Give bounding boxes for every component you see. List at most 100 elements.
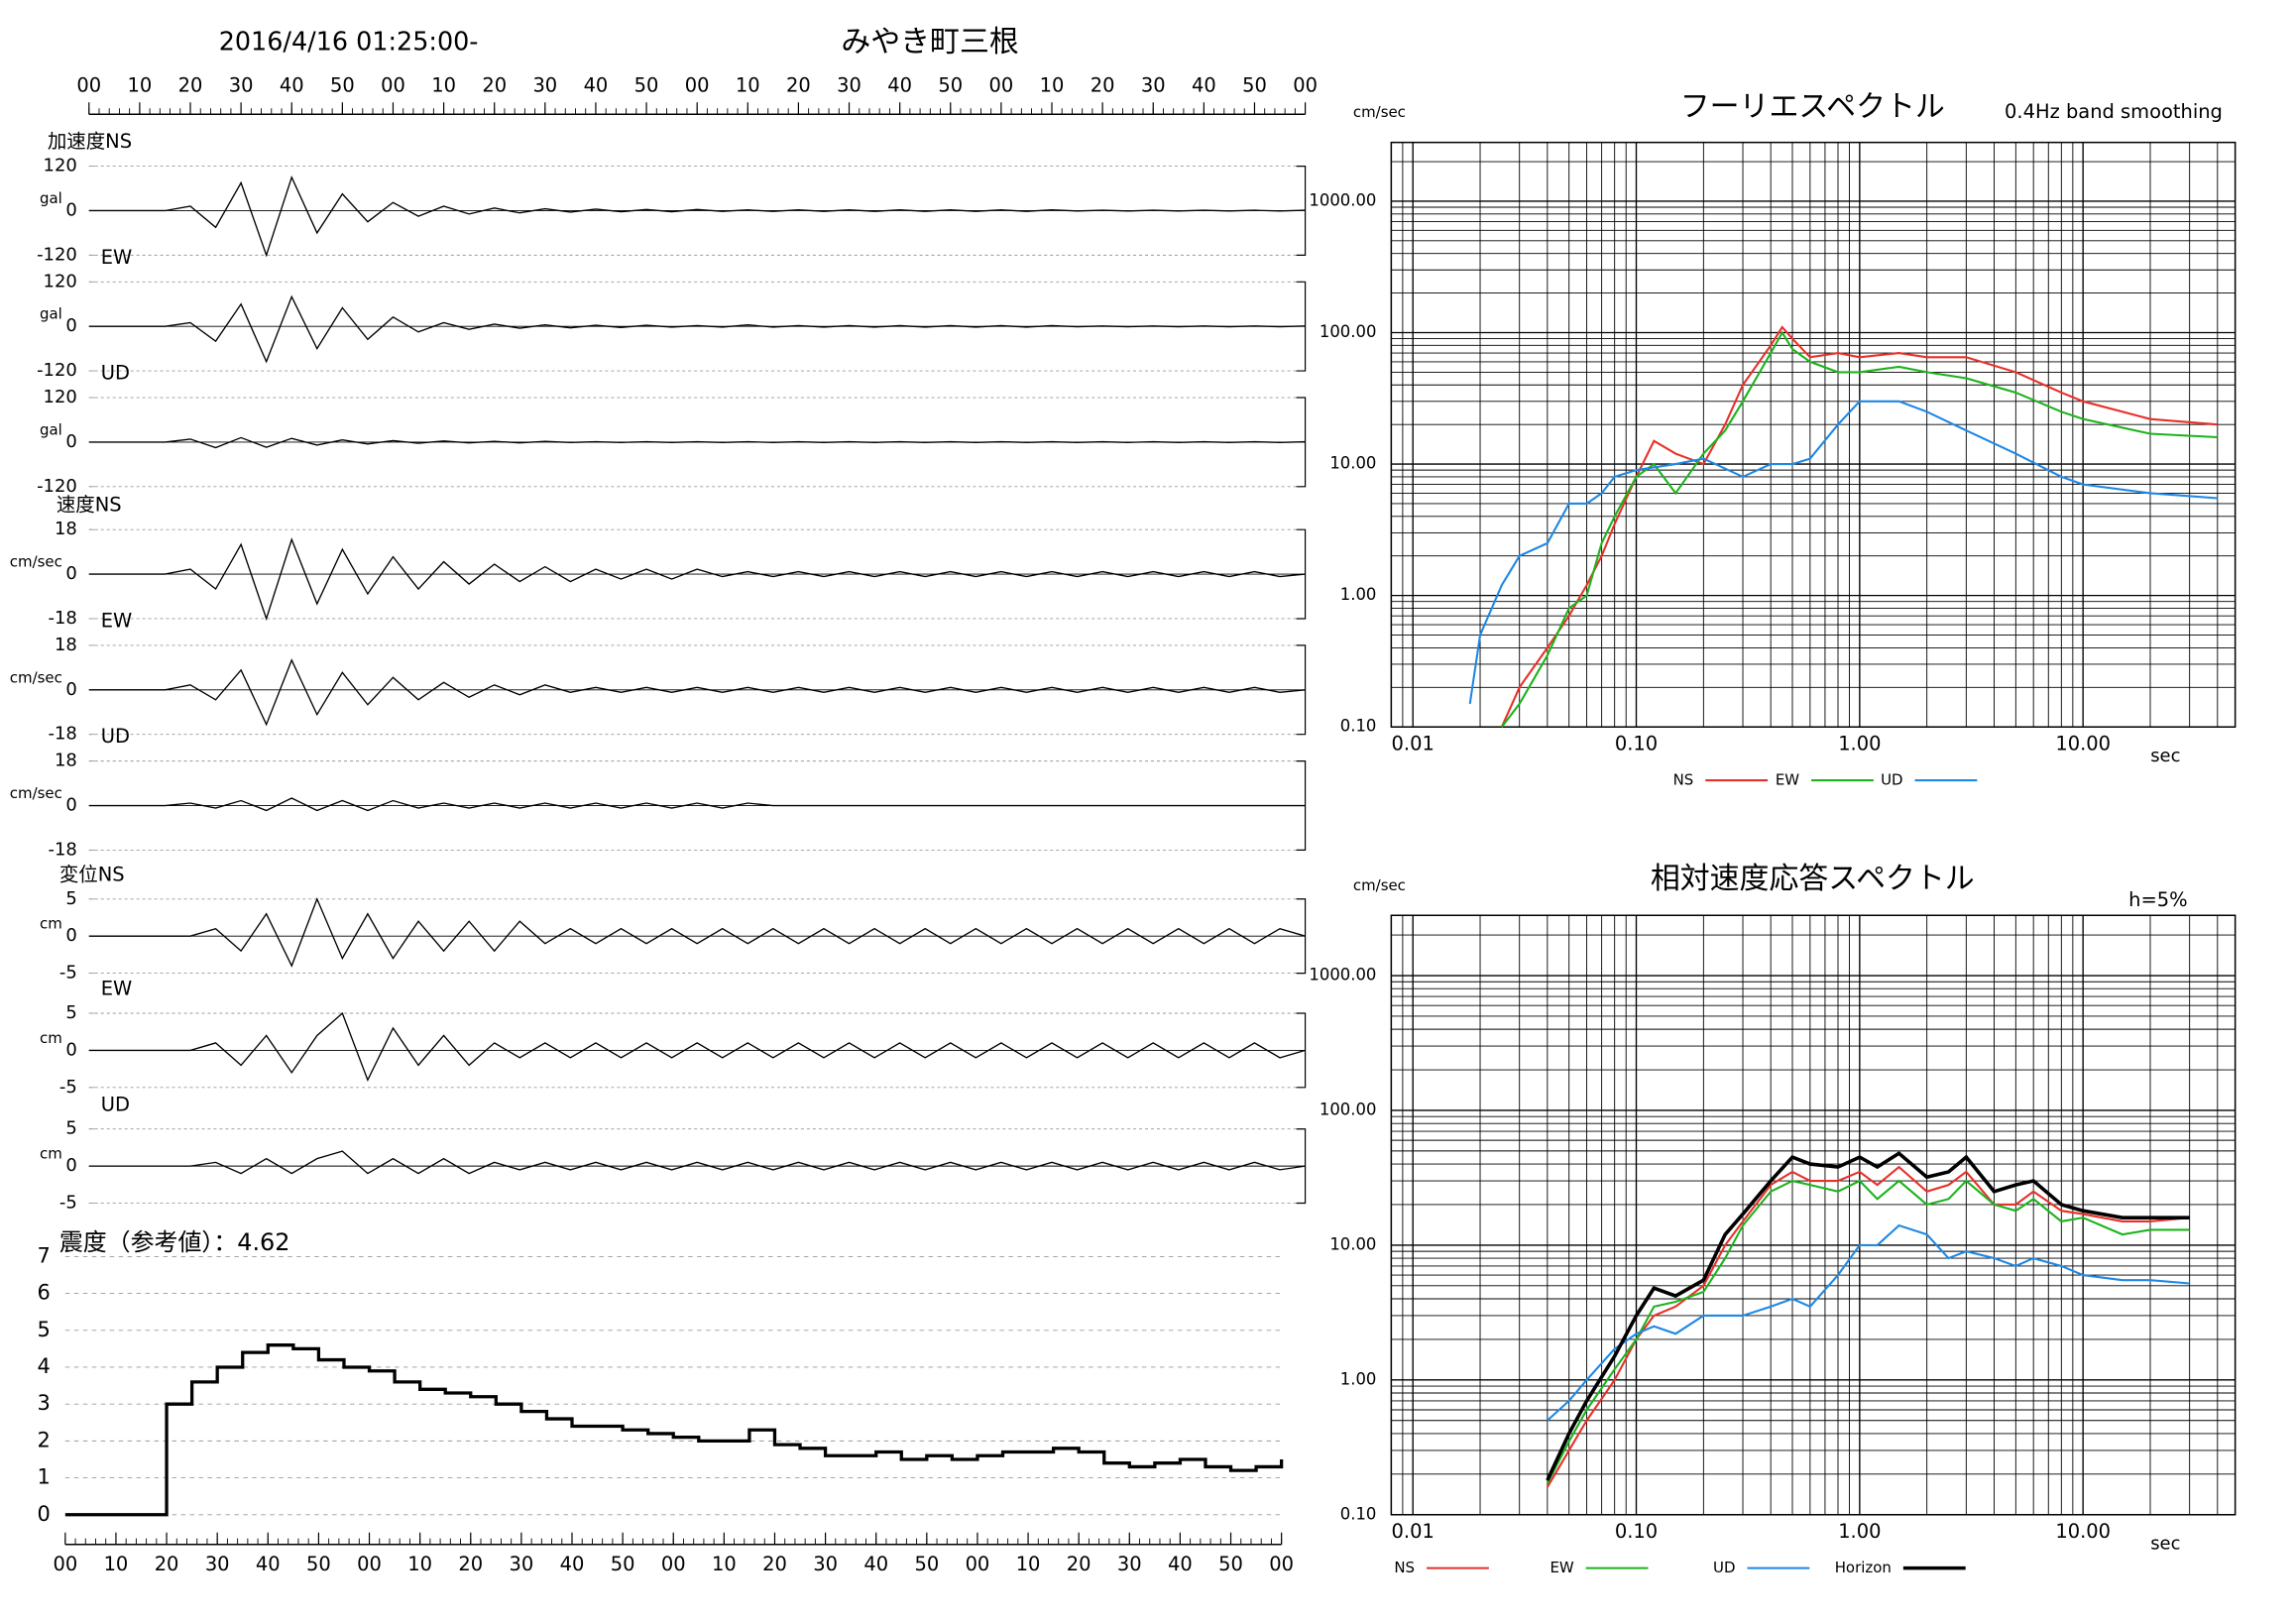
x-tick-label: 1.00 (1838, 733, 1881, 755)
y-tick-label: 120 (44, 271, 77, 291)
y-tick-label: 0 (65, 199, 76, 220)
y-tick-label: 0 (65, 563, 76, 584)
x-tick-label: 30 (205, 1553, 230, 1575)
x-tick-label: 30 (1117, 1553, 1142, 1575)
x-tick-label: 40 (887, 73, 912, 96)
y-tick-label: 100.00 (1320, 1100, 1377, 1118)
x-tick-label: 00 (53, 1553, 77, 1575)
waveform (88, 1011, 1306, 1083)
y-tick-label: 120 (44, 156, 77, 176)
x-tick-label: 40 (584, 73, 609, 96)
legend-label: UD (1881, 771, 1902, 789)
y-tick-label: 7 (38, 1243, 51, 1267)
x-tick-label: 1.00 (1838, 1520, 1881, 1543)
legend-label: EW (1550, 1559, 1573, 1576)
waveform (88, 1150, 1306, 1175)
panel-label: UD (101, 725, 130, 748)
x-tick-label: 20 (1091, 73, 1115, 96)
legend-label: UD (1713, 1559, 1735, 1576)
x-tick-label: 40 (280, 73, 304, 96)
legend-label: NS (1673, 771, 1694, 789)
x-tick-label: 50 (611, 1553, 635, 1575)
y-tick-label: -18 (48, 608, 76, 629)
y-tick-label: 1000.00 (1309, 966, 1376, 985)
y-tick-label: -120 (37, 360, 77, 381)
x-tick-label: 00 (1293, 73, 1318, 96)
panel-label: UD (101, 362, 130, 385)
y-tick-label: 1.00 (1340, 585, 1377, 604)
x-tick-label: 30 (510, 1553, 534, 1575)
x-tick-label: 50 (306, 1553, 331, 1575)
y-tick-label: 1.00 (1340, 1369, 1377, 1388)
x-tick-label: 10 (431, 73, 456, 96)
x-tick-label: 50 (330, 73, 355, 96)
chart-subtitle: 0.4Hz band smoothing (2005, 100, 2223, 123)
waveform (88, 436, 1306, 449)
y-tick-label: 1 (38, 1465, 51, 1489)
y-tick-label: -5 (59, 1193, 77, 1214)
y-tick-label: -18 (48, 724, 76, 745)
y-tick-label: -120 (37, 244, 77, 265)
unit-label: cm (40, 1145, 62, 1163)
y-tick-label: -5 (59, 1077, 77, 1098)
panel-label: UD (101, 1093, 130, 1115)
x-tick-label: 50 (914, 1553, 939, 1575)
x-tick-label: 10.00 (2055, 733, 2111, 755)
x-tick-label: 20 (1067, 1553, 1091, 1575)
spectrum-line (1546, 1151, 2190, 1481)
station-name: みやき町三根 (841, 25, 1018, 59)
x-unit: sec (2150, 746, 2180, 766)
intensity-title: 震度（参考値）：4.62 (59, 1228, 290, 1256)
y-tick-label: 2 (38, 1428, 51, 1451)
x-tick-label: 50 (634, 73, 659, 96)
x-tick-label: 00 (1269, 1553, 1294, 1575)
y-tick-label: 1000.00 (1309, 190, 1376, 209)
y-tick-label: 0 (65, 431, 76, 452)
x-tick-label: 00 (966, 1553, 990, 1575)
x-tick-label: 50 (1242, 73, 1267, 96)
x-tick-label: 10 (128, 73, 153, 96)
y-tick-label: 18 (55, 635, 77, 655)
panel-label: EW (101, 978, 133, 1000)
unit-label: gal (40, 305, 62, 323)
y-tick-label: 18 (55, 519, 77, 539)
legend-label: Horizon (1835, 1559, 1892, 1576)
x-unit: sec (2150, 1534, 2180, 1555)
y-tick-label: 3 (38, 1391, 51, 1415)
x-tick-label: 30 (837, 73, 861, 96)
x-tick-label: 10 (104, 1553, 129, 1575)
x-tick-label: 20 (155, 1553, 179, 1575)
y-tick-label: 5 (38, 1318, 51, 1341)
x-tick-label: 30 (229, 73, 254, 96)
unit-label: cm (40, 1029, 62, 1047)
x-tick-label: 40 (1192, 73, 1216, 96)
x-tick-label: 50 (1218, 1553, 1243, 1575)
x-tick-label: 00 (381, 73, 405, 96)
x-tick-label: 0.01 (1392, 733, 1435, 755)
x-tick-label: 00 (685, 73, 710, 96)
waveform (88, 294, 1306, 364)
waveform (88, 174, 1306, 258)
datetime: 2016/4/16 01:25:00- (219, 26, 479, 56)
x-tick-label: 30 (813, 1553, 838, 1575)
x-tick-label: 0.01 (1392, 1520, 1435, 1543)
y-tick-label: 6 (38, 1281, 51, 1305)
x-tick-label: 10 (712, 1553, 737, 1575)
y-tick-label: 120 (44, 387, 77, 407)
unit-label: cm/sec (10, 784, 62, 802)
y-tick-label: 0 (38, 1502, 51, 1526)
y-tick-label: 10.00 (1329, 454, 1376, 473)
waveform (88, 896, 1306, 968)
legend-label: NS (1394, 1559, 1415, 1576)
x-tick-label: 20 (482, 73, 507, 96)
x-tick-label: 40 (560, 1553, 585, 1575)
panel-label: 速度NS (57, 494, 122, 517)
legend-label: EW (1776, 771, 1799, 789)
y-tick-label: 10.00 (1329, 1234, 1376, 1253)
chart-title: 相対速度応答スペクトル (1651, 862, 1975, 896)
panel-label: EW (101, 246, 133, 269)
intensity-line (64, 1343, 1284, 1517)
x-tick-label: 20 (786, 73, 811, 96)
y-tick-label: -120 (37, 476, 77, 497)
